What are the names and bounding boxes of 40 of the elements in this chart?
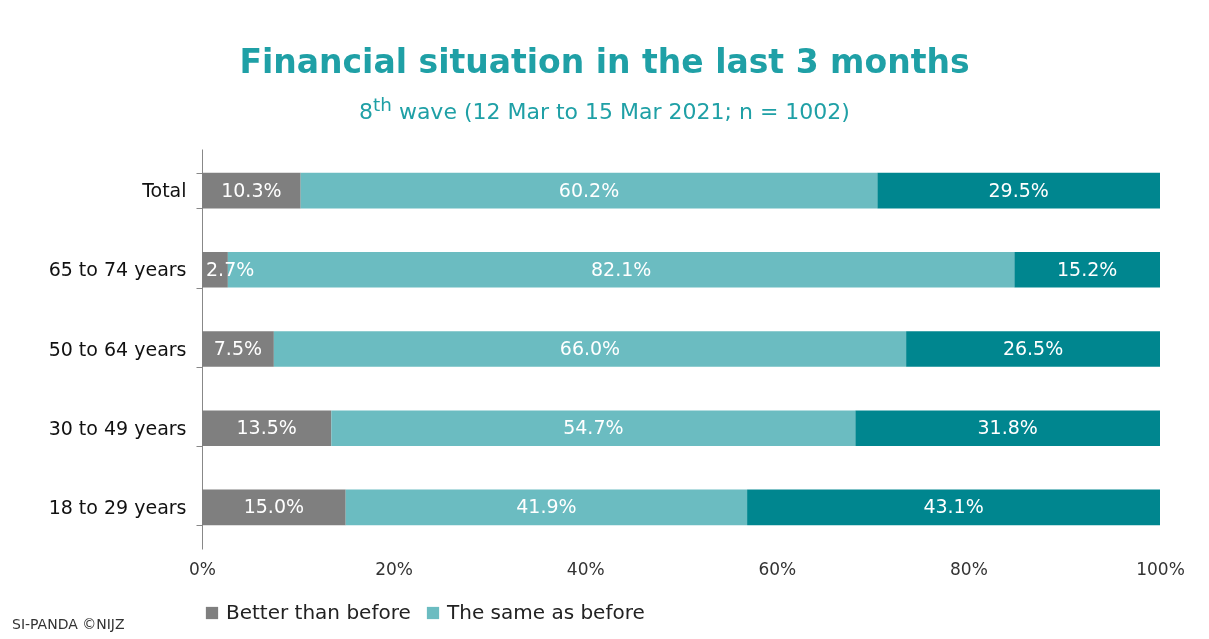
x-tick-label: 40% bbox=[566, 558, 605, 579]
data-label: 26.5% bbox=[1002, 337, 1064, 359]
data-label: 31.8% bbox=[977, 416, 1038, 439]
x-tick-label: 80% bbox=[950, 558, 988, 579]
y-tick-label: 50 to 64 years bbox=[48, 337, 187, 360]
text: SI-PANDA ©NIJZ bbox=[12, 616, 125, 632]
legend-label: Better than before bbox=[226, 600, 411, 624]
chart-subtitle: 8$^{th}$ wave (12 Mar to 15 Mar 2021; n = 1002) bbox=[358, 94, 851, 125]
data-label: 43.1% bbox=[923, 495, 984, 518]
bar bbox=[747, 489, 1160, 526]
data-label: 13.5% bbox=[236, 416, 297, 439]
bar bbox=[300, 172, 878, 209]
data-label: 66.0% bbox=[559, 337, 621, 359]
data-label: 60.2% bbox=[558, 178, 620, 201]
y-tick-label: Total bbox=[141, 179, 187, 202]
x-tick-label: 20% bbox=[375, 558, 413, 579]
y-tick-label: 30 to 49 years bbox=[48, 416, 187, 439]
bar bbox=[877, 172, 1160, 209]
data-label: 15.2% bbox=[1057, 257, 1118, 280]
data-label: 41.9% bbox=[516, 495, 577, 518]
data-label: 10.3% bbox=[221, 178, 282, 201]
y-tick-label: 18 to 29 years bbox=[48, 495, 187, 518]
data-label: 54.7% bbox=[563, 416, 624, 439]
data-label: 2.7% bbox=[206, 257, 255, 280]
bar bbox=[331, 410, 856, 447]
bar bbox=[1014, 251, 1160, 288]
y-tick-label: 65 to 74 years bbox=[48, 258, 187, 281]
bar bbox=[273, 331, 907, 367]
chart-title: Financial situation in the last 3 months bbox=[238, 42, 971, 81]
data-label: 29.5% bbox=[988, 178, 1049, 201]
bar bbox=[345, 489, 748, 526]
legend-label: The same as before bbox=[446, 600, 645, 624]
data-label: 7.5% bbox=[213, 337, 263, 359]
bar bbox=[906, 331, 1160, 367]
bar bbox=[855, 410, 1160, 447]
data-label: 15.0% bbox=[243, 495, 305, 518]
data-label: 82.1% bbox=[590, 257, 652, 280]
x-tick-label: 0% bbox=[189, 558, 216, 579]
x-tick-label: 100% bbox=[1136, 558, 1185, 579]
x-tick-label: 60% bbox=[758, 558, 797, 579]
